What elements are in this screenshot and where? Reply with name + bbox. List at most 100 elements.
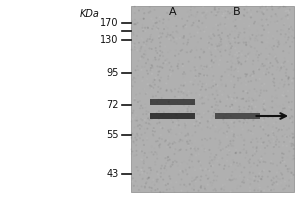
- Point: [232, 37, 237, 40]
- Point: [275, 105, 280, 108]
- Point: [149, 113, 154, 116]
- Point: [223, 132, 228, 136]
- Point: [169, 39, 173, 42]
- Point: [240, 153, 245, 156]
- Point: [270, 46, 274, 49]
- Point: [290, 100, 294, 103]
- Point: [183, 126, 188, 129]
- Point: [219, 42, 224, 46]
- Point: [262, 117, 267, 120]
- Point: [253, 179, 258, 182]
- Point: [153, 46, 158, 50]
- Point: [206, 12, 210, 15]
- Point: [192, 147, 197, 150]
- Point: [267, 53, 272, 56]
- Point: [232, 83, 237, 86]
- Point: [205, 120, 210, 123]
- Point: [287, 183, 292, 186]
- Point: [166, 51, 170, 54]
- Point: [175, 117, 180, 120]
- Point: [162, 49, 167, 52]
- Point: [163, 157, 168, 160]
- Point: [254, 150, 259, 153]
- Point: [173, 113, 178, 116]
- Point: [273, 13, 278, 16]
- Point: [283, 125, 288, 128]
- Point: [204, 122, 208, 126]
- Point: [181, 42, 186, 45]
- Point: [221, 131, 226, 135]
- Point: [213, 55, 218, 58]
- Point: [292, 157, 296, 160]
- Point: [134, 45, 139, 48]
- Point: [248, 44, 253, 47]
- Point: [232, 50, 236, 53]
- Point: [264, 58, 268, 61]
- Point: [246, 55, 250, 58]
- Point: [252, 179, 257, 183]
- Point: [287, 150, 292, 153]
- Point: [195, 139, 200, 142]
- Point: [205, 64, 209, 67]
- Point: [179, 112, 184, 116]
- Point: [157, 181, 161, 184]
- Point: [235, 57, 240, 60]
- Point: [251, 99, 256, 102]
- Point: [210, 164, 215, 167]
- Point: [278, 67, 283, 71]
- Point: [272, 140, 276, 143]
- Point: [218, 149, 223, 152]
- Point: [181, 25, 186, 28]
- Point: [190, 146, 195, 149]
- Point: [184, 122, 188, 125]
- Point: [200, 96, 205, 99]
- Point: [207, 151, 212, 154]
- Point: [272, 44, 276, 48]
- Point: [254, 99, 259, 102]
- Point: [227, 154, 232, 157]
- Point: [278, 161, 283, 164]
- Point: [239, 62, 244, 65]
- Point: [173, 139, 178, 142]
- Point: [237, 61, 242, 64]
- Point: [169, 65, 174, 68]
- Point: [177, 148, 182, 152]
- Point: [242, 176, 247, 179]
- Point: [224, 8, 229, 11]
- Point: [231, 141, 236, 144]
- Point: [262, 152, 267, 155]
- Point: [265, 144, 270, 147]
- Point: [163, 21, 168, 24]
- Point: [241, 138, 246, 142]
- Point: [220, 83, 224, 86]
- Point: [211, 84, 216, 88]
- Point: [286, 105, 291, 108]
- Point: [285, 14, 290, 17]
- Point: [148, 32, 153, 35]
- Point: [158, 45, 163, 48]
- Point: [259, 142, 264, 145]
- Point: [241, 121, 246, 124]
- Point: [147, 118, 152, 121]
- Point: [234, 175, 239, 178]
- Point: [228, 179, 233, 182]
- Point: [226, 36, 231, 40]
- Point: [290, 132, 294, 135]
- Point: [248, 28, 252, 32]
- Point: [245, 154, 250, 157]
- Point: [282, 107, 287, 110]
- Point: [148, 66, 153, 70]
- Point: [284, 184, 289, 187]
- Point: [170, 25, 175, 28]
- Point: [182, 84, 186, 87]
- Point: [231, 161, 236, 164]
- Point: [186, 139, 191, 142]
- Point: [232, 86, 236, 89]
- Point: [249, 105, 254, 108]
- Point: [229, 69, 234, 72]
- Point: [155, 139, 160, 143]
- Point: [287, 8, 292, 11]
- Point: [167, 158, 172, 161]
- Point: [289, 171, 294, 174]
- Point: [188, 145, 193, 149]
